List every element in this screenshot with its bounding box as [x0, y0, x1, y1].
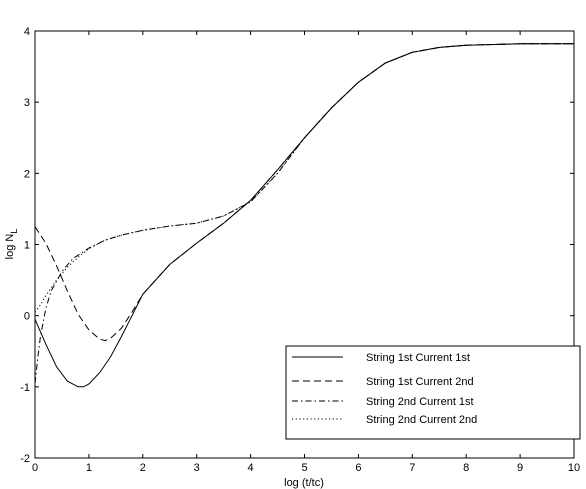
x-tick-label: 4 [248, 462, 254, 474]
series-line-2 [34, 43, 574, 342]
y-tick-label: 4 [24, 26, 30, 38]
y-axis-label: log NL [4, 229, 19, 260]
y-tick-label: 0 [24, 311, 30, 323]
x-tick-label: 1 [86, 462, 92, 474]
y-axis-label-subscript: L [9, 229, 19, 234]
legend-label-2: String 1st Current 2nd [366, 376, 474, 388]
x-tick-label: 2 [140, 462, 146, 474]
y-tick-label: 1 [24, 240, 30, 252]
x-tick-label: 8 [463, 462, 469, 474]
y-axis-label-main: log N [4, 234, 16, 260]
series-layer [34, 43, 574, 388]
y-tick-label: 2 [24, 168, 30, 180]
y-tick-label: 3 [24, 97, 30, 109]
legend-label-1: String 1st Current 1st [366, 352, 470, 364]
x-tick-label: 9 [517, 462, 523, 474]
tick-layer: 0 1 2 3 4 5 6 7 8 9 10 -2 -1 0 1 2 3 4 [20, 26, 580, 474]
x-tick-label: 10 [568, 462, 580, 474]
y-tick-label: -1 [20, 382, 30, 394]
x-tick-label: 6 [355, 462, 361, 474]
x-axis-label: log (t/tc) [284, 477, 324, 489]
legend-label-3: String 2nd Current 1st [366, 396, 474, 408]
x-tick-label: 5 [301, 462, 307, 474]
legend-box [285, 345, 581, 440]
legend-label-4: String 2nd Current 2nd [366, 414, 477, 426]
legend: String 1st Current 1st String 1st Current… [285, 345, 581, 440]
x-tick-label: 0 [32, 462, 38, 474]
x-tick-label: 7 [409, 462, 415, 474]
y-tick-label: -2 [20, 453, 30, 465]
x-tick-label: 3 [194, 462, 200, 474]
